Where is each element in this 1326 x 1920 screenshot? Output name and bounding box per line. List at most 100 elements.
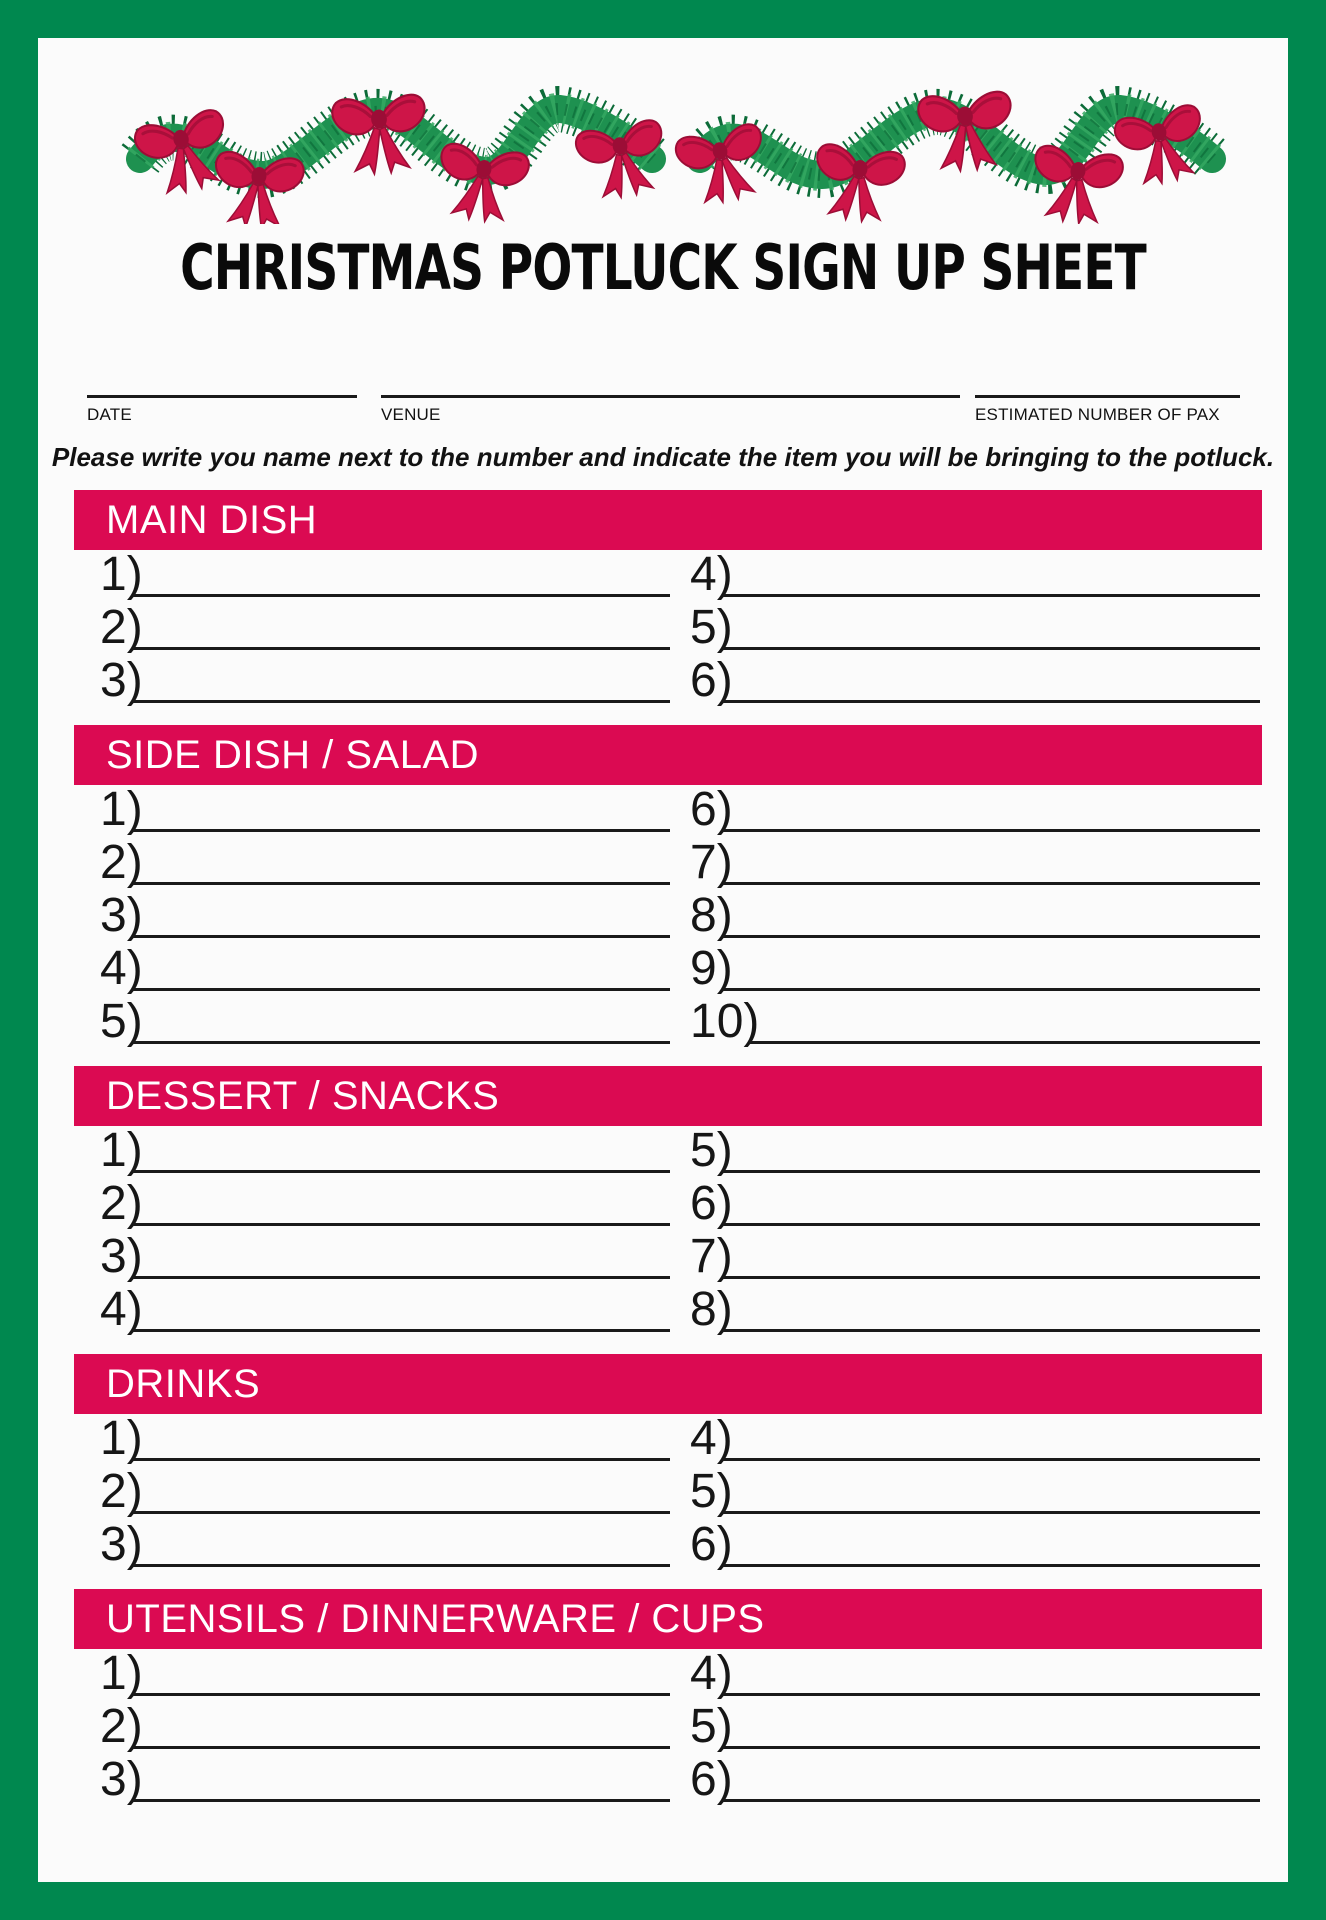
section-title: MAIN DISH <box>106 498 318 542</box>
row-number: 1) <box>100 1124 143 1177</box>
signup-row: 6) <box>690 656 1262 709</box>
fill-line[interactable] <box>722 1693 1260 1696</box>
fill-line[interactable] <box>722 1511 1260 1514</box>
signup-row: 2) <box>74 1179 670 1232</box>
row-number: 1) <box>100 548 143 601</box>
fill-line[interactable] <box>132 1564 670 1567</box>
signup-row: 1) <box>74 785 670 838</box>
fill-line[interactable] <box>132 935 670 938</box>
fill-line[interactable] <box>722 1170 1260 1173</box>
section-drinks: DRINKS 1) 2) 3) 4) 5) 6) <box>74 1354 1262 1573</box>
row-number: 8) <box>690 889 733 942</box>
row-number: 6) <box>690 1518 733 1571</box>
sheet-page: CHRISTMAS POTLUCK SIGN UP SHEET DATE VEN… <box>38 38 1288 1882</box>
fill-line[interactable] <box>722 1746 1260 1749</box>
signup-row: 6) <box>690 1179 1262 1232</box>
fill-line[interactable] <box>132 882 670 885</box>
venue-field: VENUE <box>381 368 960 425</box>
fill-line[interactable] <box>722 1799 1260 1802</box>
fill-line[interactable] <box>132 1170 670 1173</box>
fill-line[interactable] <box>132 1041 670 1044</box>
signup-row: 4) <box>690 550 1262 603</box>
instruction-text: Please write you name next to the number… <box>51 442 1275 472</box>
fill-line[interactable] <box>722 1458 1260 1461</box>
row-number: 6) <box>690 1753 733 1806</box>
fill-line[interactable] <box>132 647 670 650</box>
fill-line[interactable] <box>132 594 670 597</box>
signup-row: 4) <box>690 1414 1262 1467</box>
row-number: 3) <box>100 889 143 942</box>
fill-line[interactable] <box>132 988 670 991</box>
fill-line[interactable] <box>722 988 1260 991</box>
signup-row: 4) <box>690 1649 1262 1702</box>
section-title: UTENSILS / DINNERWARE / CUPS <box>106 1597 765 1641</box>
row-number: 7) <box>690 836 733 889</box>
signup-row: 5) <box>690 1126 1262 1179</box>
section-utensils-dinnerware-cups: UTENSILS / DINNERWARE / CUPS 1) 2) 3) 4)… <box>74 1589 1262 1808</box>
fill-line[interactable] <box>722 1276 1260 1279</box>
signup-row: 1) <box>74 550 670 603</box>
signup-row: 5) <box>690 603 1262 656</box>
section-title: DRINKS <box>106 1362 261 1406</box>
signup-row: 10) <box>690 997 1262 1050</box>
row-number: 4) <box>690 1647 733 1700</box>
row-number: 5) <box>690 1700 733 1753</box>
signup-row: 2) <box>74 1702 670 1755</box>
fill-line[interactable] <box>132 1329 670 1332</box>
fill-line[interactable] <box>132 1511 670 1514</box>
fill-line[interactable] <box>722 1223 1260 1226</box>
row-number: 2) <box>100 1177 143 1230</box>
signup-row: 7) <box>690 838 1262 891</box>
fill-line[interactable] <box>722 1564 1260 1567</box>
signup-row: 4) <box>74 1285 670 1338</box>
fill-line[interactable] <box>722 935 1260 938</box>
signup-row: 8) <box>690 1285 1262 1338</box>
fill-line[interactable] <box>132 1223 670 1226</box>
signup-row: 4) <box>74 944 670 997</box>
row-number: 1) <box>100 1412 143 1465</box>
row-number: 8) <box>690 1283 733 1336</box>
fill-line[interactable] <box>722 700 1260 703</box>
fill-line[interactable] <box>722 647 1260 650</box>
fill-line[interactable] <box>132 1693 670 1696</box>
signup-row: 1) <box>74 1649 670 1702</box>
fill-line[interactable] <box>132 1458 670 1461</box>
date-field: DATE <box>87 368 357 425</box>
fill-line[interactable] <box>132 1276 670 1279</box>
row-number: 3) <box>100 1518 143 1571</box>
signup-row: 1) <box>74 1126 670 1179</box>
fill-line[interactable] <box>722 829 1260 832</box>
row-number: 1) <box>100 783 143 836</box>
fill-line[interactable] <box>749 1041 1260 1044</box>
signup-row: 2) <box>74 1467 670 1520</box>
fill-line[interactable] <box>132 829 670 832</box>
section-header-bar: SIDE DISH / SALAD <box>74 725 1262 785</box>
row-number: 4) <box>100 942 143 995</box>
row-number: 3) <box>100 654 143 707</box>
section-main-dish: MAIN DISH 1) 2) 3) 4) 5) 6) <box>74 490 1262 709</box>
signup-row: 6) <box>690 785 1262 838</box>
fill-line[interactable] <box>722 594 1260 597</box>
row-number: 1) <box>100 1647 143 1700</box>
row-number: 5) <box>100 995 143 1048</box>
venue-label: VENUE <box>381 405 441 424</box>
venue-input-line[interactable] <box>381 368 960 398</box>
fill-line[interactable] <box>722 882 1260 885</box>
section-dessert-snacks: DESSERT / SNACKS 1) 2) 3) 4) 5) 6) 7) 8) <box>74 1066 1262 1338</box>
row-number: 6) <box>690 1177 733 1230</box>
date-input-line[interactable] <box>87 368 357 398</box>
section-header-bar: UTENSILS / DINNERWARE / CUPS <box>74 1589 1262 1649</box>
fill-line[interactable] <box>132 700 670 703</box>
signup-row: 3) <box>74 1232 670 1285</box>
row-number: 5) <box>690 1465 733 1518</box>
signup-row: 5) <box>74 997 670 1050</box>
fill-line[interactable] <box>722 1329 1260 1332</box>
pax-input-line[interactable] <box>975 368 1240 398</box>
signup-row: 1) <box>74 1414 670 1467</box>
fill-line[interactable] <box>132 1746 670 1749</box>
signup-row: 5) <box>690 1702 1262 1755</box>
pax-field: ESTIMATED NUMBER OF PAX <box>975 368 1240 425</box>
fill-line[interactable] <box>132 1799 670 1802</box>
row-number: 2) <box>100 1700 143 1753</box>
